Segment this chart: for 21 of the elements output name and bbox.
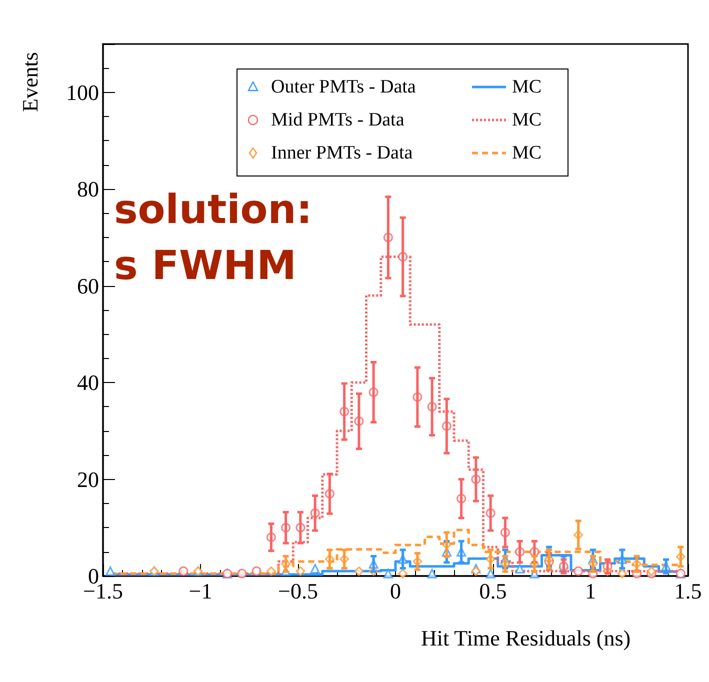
y-tick-label: 100 [66,80,99,105]
x-tick-label: −1 [188,578,212,604]
x-tick-label: 1.5 [674,578,702,604]
y-axis-title: Events [18,52,42,112]
y-tick-label: 40 [77,370,99,396]
y-tick-label: 80 [77,176,99,202]
legend-label: Outer PMTs - Data [271,76,416,98]
annotation: s FWHM [114,243,296,289]
x-tick-label: 0 [390,578,401,604]
legend-label: Inner PMTs - Data [271,142,414,164]
legend-label: MC [512,142,542,164]
x-axis-title: Hit Time Residuals (ns) [420,626,631,650]
x-tick-label: 1 [585,578,596,604]
x-tick-label: −0.5 [278,578,318,604]
legend-label: Mid PMTs - Data [271,110,405,130]
y-tick-label: 60 [77,273,99,298]
annotation: solution: [114,187,312,233]
y-tick-label: 20 [77,466,99,492]
legend-label: MC [512,76,542,98]
legend-label: MC [512,110,542,130]
x-tick-label: 0.5 [479,578,507,604]
